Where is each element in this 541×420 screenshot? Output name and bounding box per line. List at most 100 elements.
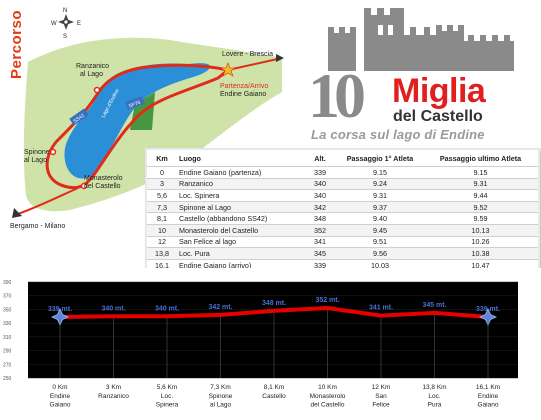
shield-sp76-label: SP76 xyxy=(128,100,142,110)
x-place-label: Spinone xyxy=(209,393,233,400)
col-alt: Alt. xyxy=(303,150,337,167)
cell-last: 10.38 xyxy=(423,247,538,260)
cell-alt: 339 xyxy=(303,258,337,271)
castle-logo xyxy=(328,8,514,71)
elevation-value-label: 345 mt. xyxy=(422,302,446,309)
x-place-label: Castello xyxy=(262,393,286,400)
elevation-value-label: 339 mt. xyxy=(476,306,500,313)
plot-area xyxy=(28,282,518,378)
x-place-label: del Castello xyxy=(311,402,345,409)
y-tick-label: 370 xyxy=(3,294,12,300)
compass-s: S xyxy=(63,34,67,40)
cell-alt: 340 xyxy=(303,177,337,190)
elevation-value-label: 342 mt. xyxy=(208,304,232,311)
x-place-label: Endine xyxy=(478,393,499,400)
x-place-label: Felice xyxy=(372,402,390,409)
col-km: Km xyxy=(147,150,177,167)
logo-number: 10 xyxy=(308,60,366,131)
cell-alt: 342 xyxy=(303,200,337,213)
road-arrow-lovere xyxy=(276,54,284,62)
cell-luogo: Endine Gaiano (partenza) xyxy=(177,166,303,179)
table-header-row: Km Luogo Alt. Passaggio 1° Atleta Passag… xyxy=(147,150,538,167)
cell-luogo: Ranzanico xyxy=(177,177,303,190)
elevation-value-label: 341 mt. xyxy=(369,305,393,312)
x-place-label: San xyxy=(375,393,387,400)
cell-first: 9.40 xyxy=(337,212,423,225)
cell-alt: 352 xyxy=(303,223,337,237)
x-place-label: Pura xyxy=(428,402,442,409)
label-lovere: Lovere - Brescia xyxy=(222,51,273,58)
x-place-label: Loc. xyxy=(428,393,440,400)
cell-luogo: Castello (abbandono SS42) xyxy=(177,212,303,225)
col-first: Passaggio 1° Atleta xyxy=(337,150,423,167)
y-tick-label: 250 xyxy=(3,376,12,382)
label-monasterolo-2: del Castello xyxy=(84,183,121,190)
cell-km: 16,1 xyxy=(147,258,177,271)
cell-alt: 340 xyxy=(303,189,337,202)
cell-luogo: Spinone al Lago xyxy=(177,200,303,213)
elevation-point xyxy=(165,314,169,319)
label-spinone-1: Spinone xyxy=(24,149,50,156)
elevation-point xyxy=(111,314,116,319)
cell-alt: 348 xyxy=(303,212,337,225)
compass-n: N xyxy=(63,8,67,14)
table-row: 10 Monasterolo del Castello 352 9.45 10.13 xyxy=(147,223,538,237)
cell-luogo: San Felice al lago xyxy=(177,235,303,248)
elevation-value-label: 340 mt. xyxy=(155,305,179,312)
table-row: 0 Endine Gaiano (partenza) 339 9.15 9.15 xyxy=(147,166,538,179)
y-tick-label: 350 xyxy=(3,307,12,313)
logo-title: Miglia xyxy=(392,72,486,110)
label-ranzanico-1: Ranzanico xyxy=(76,63,109,70)
label-spinone-2: al Lago xyxy=(24,157,47,164)
cell-first: 9.31 xyxy=(337,189,423,202)
cell-luogo: Monasterolo del Castello xyxy=(177,223,303,237)
table-row: 3 Ranzanico 340 9.24 9.31 xyxy=(147,177,538,190)
table-row: 12 San Felice al lago 341 9.51 10.26 xyxy=(147,235,538,248)
cell-first: 10.03 xyxy=(337,258,423,271)
x-place-label: al Lago xyxy=(210,402,232,409)
shield-ss42 xyxy=(69,108,89,126)
cell-first: 9.45 xyxy=(337,223,423,237)
cell-km: 8,1 xyxy=(147,212,177,225)
x-place-label: Spinera xyxy=(156,402,179,409)
road-arrow-bergamo xyxy=(12,208,22,218)
x-km-label: 8,1 Km xyxy=(264,384,285,391)
cell-luogo: Endine Gaiano (arrivo) xyxy=(177,258,303,271)
cell-km: 12 xyxy=(147,235,177,248)
x-km-label: 7,3 Km xyxy=(210,384,231,391)
cell-km: 3 xyxy=(147,177,177,190)
x-km-label: 13,8 Km xyxy=(422,384,446,391)
y-tick-label: 270 xyxy=(3,362,12,368)
elevation-point xyxy=(432,311,437,315)
cell-last: 9.31 xyxy=(423,177,538,190)
x-place-label: Loc. xyxy=(161,393,173,400)
elevation-value-label: 348 mt. xyxy=(262,300,286,307)
cell-first: 9.24 xyxy=(337,177,423,190)
table-row: 7,3 Spinone al Lago 342 9.37 9.52 xyxy=(147,200,538,213)
logo-tagline: La corsa sul lago di Endine xyxy=(311,127,485,142)
cell-km: 13,8 xyxy=(147,247,177,260)
marker-spinone xyxy=(49,148,57,156)
y-tick-label: 290 xyxy=(3,349,12,355)
road-ss42 xyxy=(17,57,283,215)
x-place-label: Gaiano xyxy=(478,402,499,409)
cell-luogo: Loc. Pura xyxy=(177,247,303,260)
elevation-point xyxy=(272,309,276,313)
marker-ranzanico xyxy=(93,86,101,94)
cell-first: 9.15 xyxy=(337,166,423,179)
y-tick-label: 310 xyxy=(3,335,12,341)
race-route xyxy=(45,63,232,190)
elevation-value-label: 339 mt. xyxy=(48,306,72,313)
cell-km: 7,3 xyxy=(147,200,177,213)
cell-km: 10 xyxy=(147,223,177,237)
table-row: 8,1 Castello (abbandono SS42) 348 9.40 9.59 xyxy=(147,212,538,225)
x-km-label: 0 Km xyxy=(52,384,67,391)
x-place-label: Gaiano xyxy=(50,402,71,409)
cell-alt: 345 xyxy=(303,247,337,260)
logo-subtitle: del Castello xyxy=(393,108,483,125)
label-partenza-1: Partenza/Arrivo xyxy=(220,83,268,90)
elevation-value-label: 352 mt. xyxy=(315,297,339,304)
marker-monasterolo xyxy=(80,182,88,190)
elevation-point xyxy=(379,313,383,318)
cell-first: 9.56 xyxy=(337,247,423,260)
